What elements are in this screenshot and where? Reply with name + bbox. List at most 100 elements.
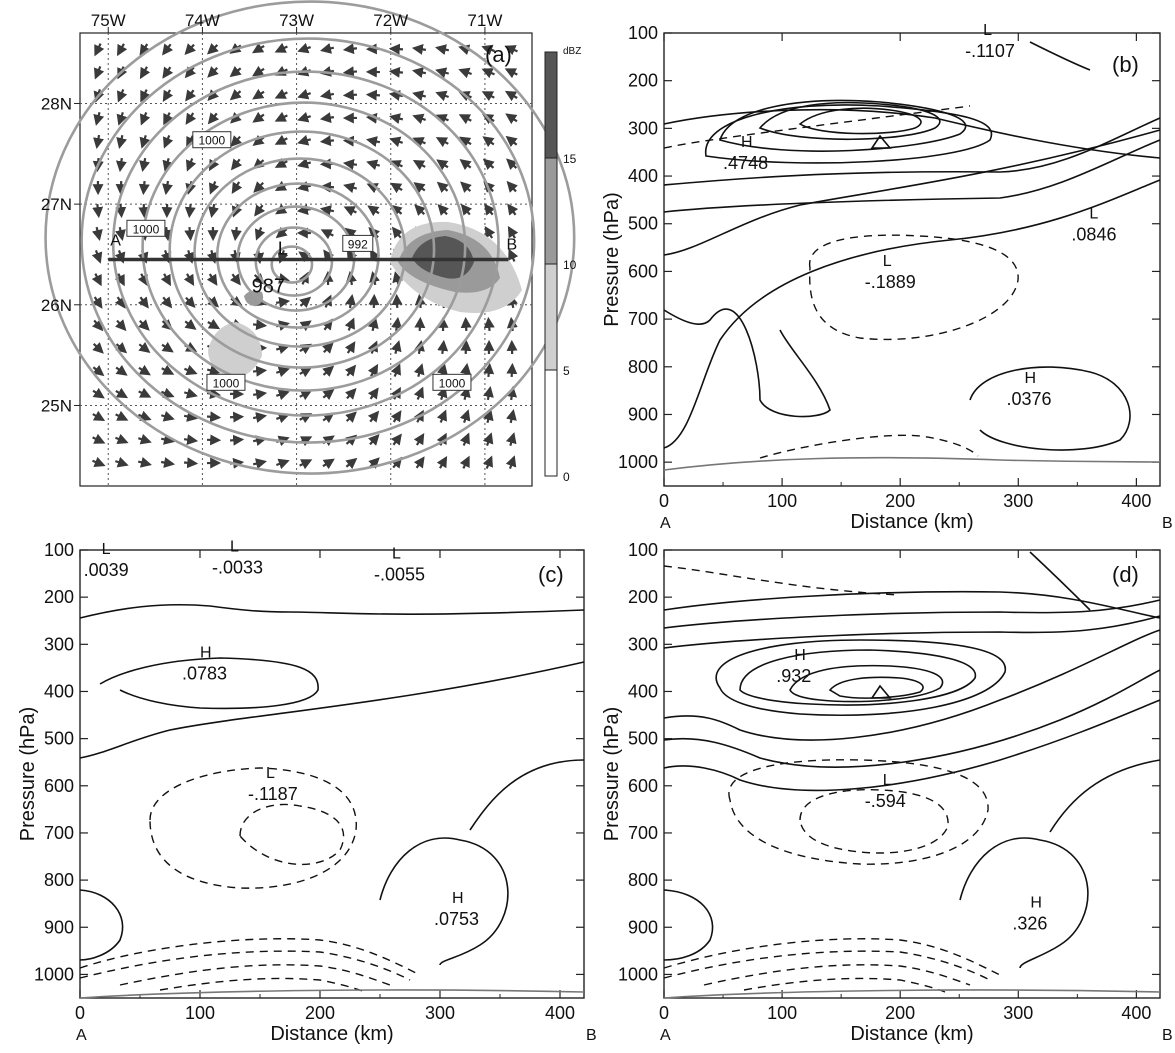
contour: [703, 964, 971, 986]
wind-vector: [183, 434, 199, 446]
y-tick-label: 400: [628, 681, 658, 701]
colorbar-segment: [544, 51, 558, 159]
y-axis-label: Pressure (hPa): [601, 707, 623, 842]
wind-vector: [345, 293, 356, 309]
contour: [759, 434, 979, 459]
y-tick-label: 200: [628, 587, 658, 607]
wind-vector: [367, 410, 380, 423]
extremum-value: .0753: [434, 909, 479, 929]
wind-vector: [392, 271, 404, 286]
wind-vector: [274, 88, 288, 99]
extremum-value: .0846: [1071, 224, 1116, 244]
section-start-label: A: [660, 1027, 671, 1044]
wind-vector: [504, 90, 518, 102]
wind-vector: [322, 388, 335, 401]
x-tick-label: 400: [1121, 1003, 1151, 1023]
wind-vector: [184, 318, 197, 330]
isobar: [193, 157, 407, 348]
wind-vector: [481, 68, 495, 79]
panel-c-label: (c): [538, 562, 564, 587]
wind-vector: [230, 135, 242, 147]
panel-d-frame: [663, 549, 1161, 999]
wind-vector: [184, 203, 196, 219]
isobar-label-box: [126, 219, 166, 237]
wind-vector: [365, 136, 381, 147]
wind-vector: [391, 226, 404, 239]
panel-b: 0 100 200 300 400 100 200 300 400 500 600 700 800 900…: [601, 22, 1173, 533]
longitude-label: 74W: [185, 11, 220, 30]
wind-vector: [297, 88, 312, 100]
wind-vector: [483, 203, 496, 216]
wind-vector: [230, 226, 242, 242]
low-marker: L: [883, 253, 892, 270]
wind-vector: [183, 411, 199, 422]
colorbar-tick-label: 5: [563, 364, 570, 378]
x-tick-label: 100: [767, 491, 797, 511]
latitude-label: 27N: [41, 195, 72, 214]
wind-vector: [413, 182, 426, 194]
contour: [663, 179, 1161, 449]
y-tick-label: 700: [628, 309, 658, 329]
wind-vector: [506, 180, 518, 193]
x-axis-label: Distance (km): [270, 1023, 393, 1045]
wind-vector: [183, 457, 199, 469]
wind-vector: [483, 362, 495, 378]
wind-vector: [435, 114, 449, 125]
wind-vector: [91, 273, 102, 287]
wind-vector: [275, 389, 290, 401]
contour: [663, 105, 971, 149]
isobar: [44, 0, 576, 475]
plot-frame: [79, 549, 585, 999]
wind-vector: [92, 410, 106, 422]
wind-vector: [342, 89, 358, 101]
y-tick-label: 300: [628, 634, 658, 654]
wind-vector: [140, 89, 151, 103]
wind-vector: [505, 113, 518, 125]
contour: [79, 889, 124, 961]
wind-vector: [252, 65, 265, 77]
wind-vector: [92, 433, 106, 444]
contour: [739, 649, 977, 706]
wind-vector: [183, 387, 198, 399]
wind-vector: [185, 158, 197, 172]
wind-vector: [319, 205, 335, 216]
wind-vector: [252, 458, 267, 469]
wind-vector: [391, 316, 403, 332]
y-tick-label: 400: [628, 166, 658, 186]
wind-vector: [483, 316, 495, 332]
reflectivity-medium-c: [244, 290, 264, 306]
y-tick-label: 800: [44, 870, 74, 890]
longitude-label: 73W: [279, 11, 314, 30]
wind-vector: [297, 42, 312, 54]
x-tick-label: 300: [1003, 491, 1033, 511]
contour: [663, 669, 1161, 768]
wind-vector: [139, 157, 150, 173]
y-tick-label: 1000: [34, 964, 74, 984]
wind-vector: [251, 42, 265, 54]
wind-vector: [390, 204, 403, 217]
x-tick-label: 300: [425, 1003, 455, 1023]
wind-vector: [162, 180, 173, 196]
y-tick-label: 300: [44, 634, 74, 654]
y-tick-label: 500: [628, 214, 658, 234]
wind-vector: [319, 112, 335, 124]
panel-c-frame: [79, 549, 585, 999]
wind-vector: [115, 364, 128, 376]
wind-vector: [116, 111, 128, 126]
wind-vector: [162, 157, 174, 172]
wind-vector: [367, 363, 379, 377]
contour: [119, 964, 391, 986]
wind-vector: [254, 204, 266, 217]
wind-vector: [345, 411, 357, 423]
contour: [663, 565, 901, 596]
wind-vector: [437, 339, 449, 355]
wind-vector: [459, 409, 471, 424]
contour: [758, 101, 941, 141]
extremum-value: .0376: [1006, 389, 1051, 409]
wind-vector: [389, 160, 403, 171]
wind-vector: [435, 137, 449, 148]
wind-vector: [92, 364, 105, 377]
wind-vector: [459, 432, 470, 446]
contour: [99, 657, 319, 710]
